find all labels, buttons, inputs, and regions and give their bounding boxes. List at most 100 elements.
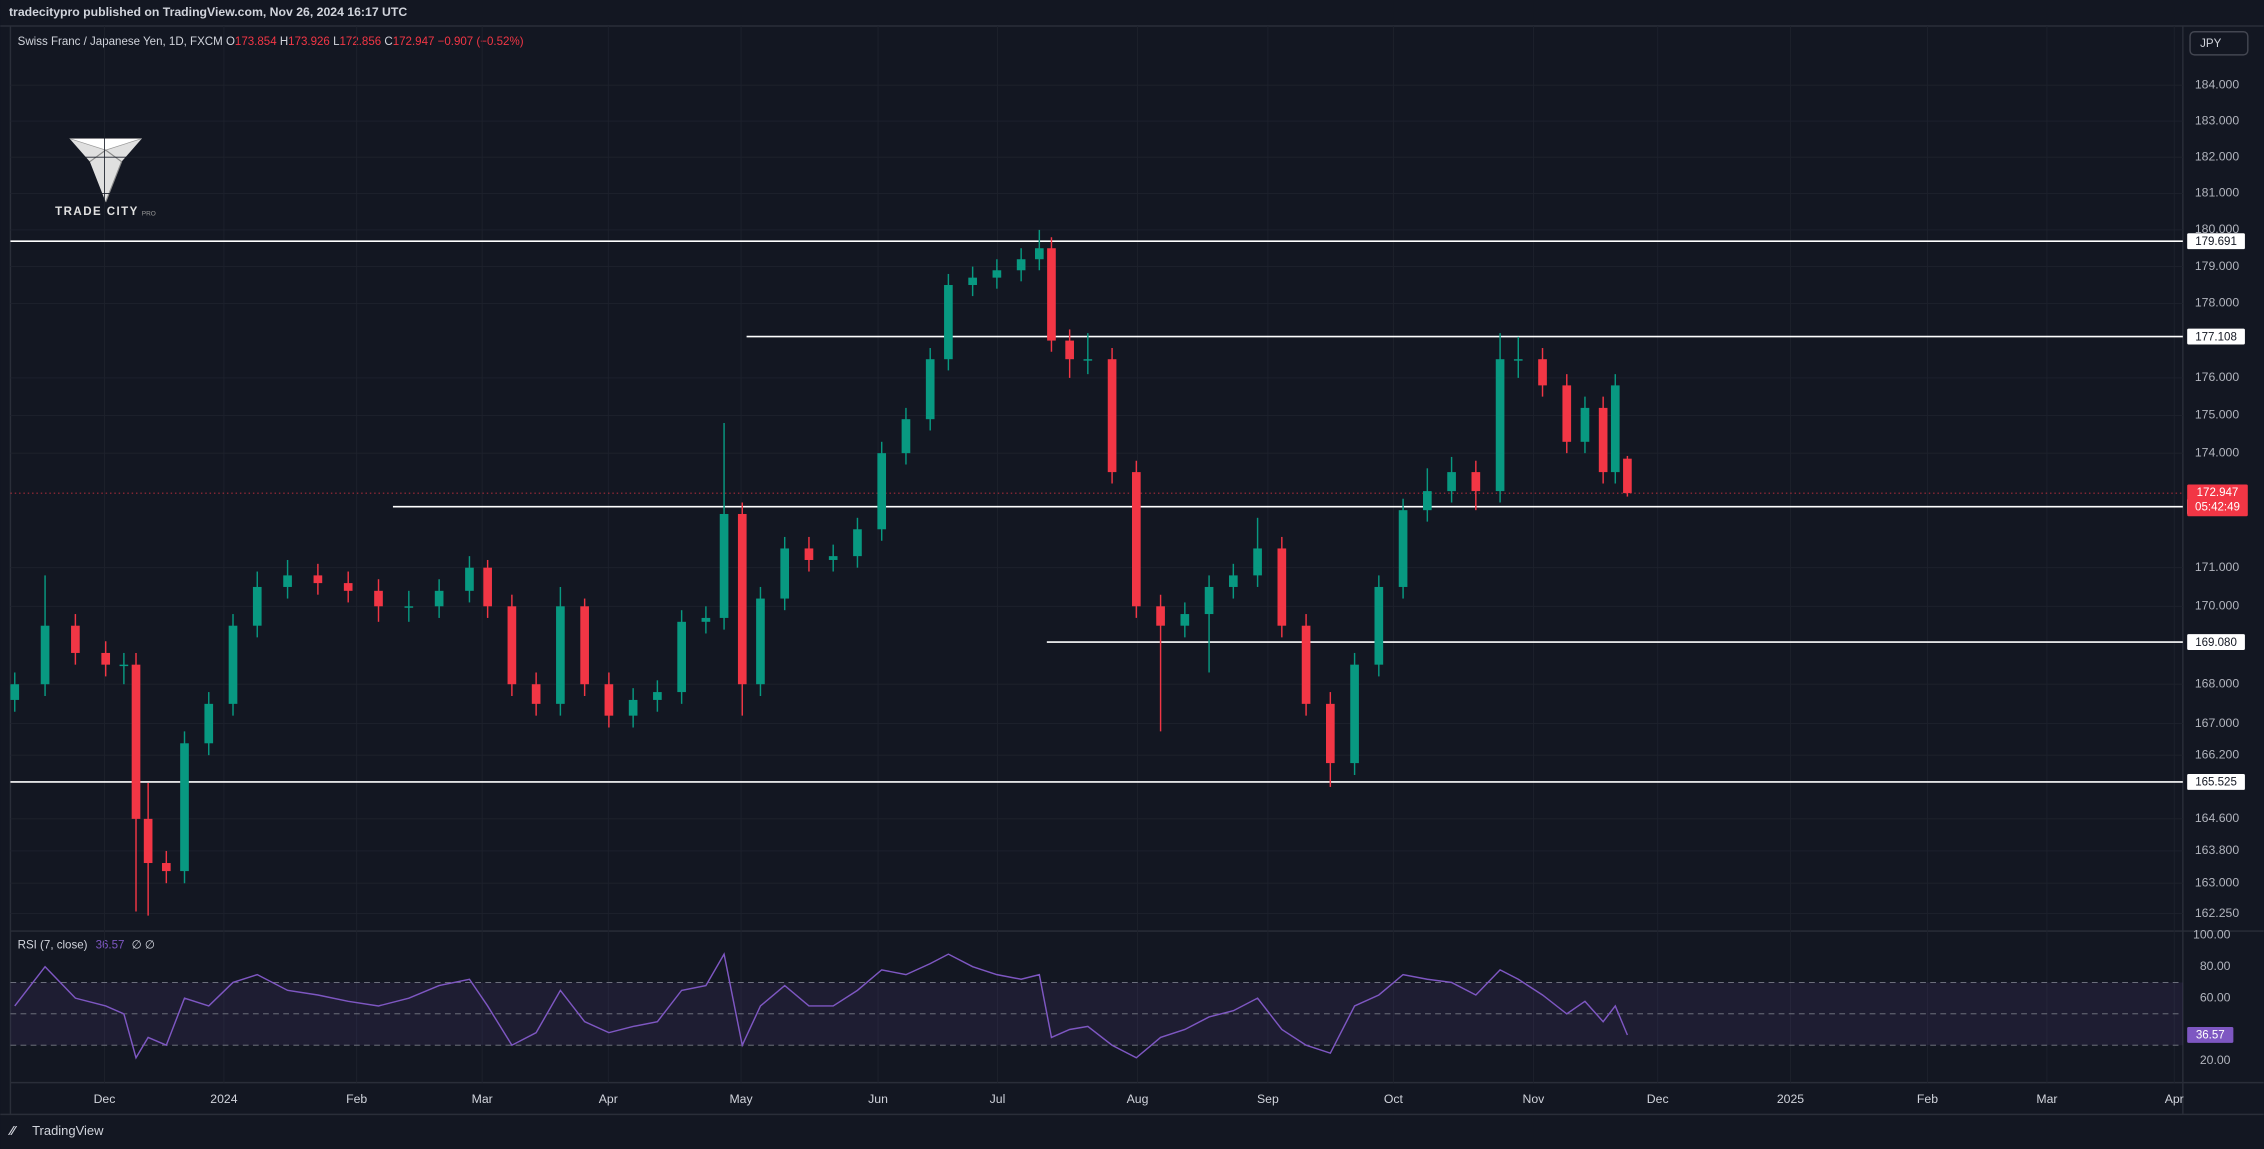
- x-tick-label: Mar: [472, 1092, 493, 1106]
- rsi-tick-label: 80.00: [2200, 959, 2231, 973]
- candles: [10, 229, 1632, 916]
- candle-body: [925, 359, 935, 420]
- candle-body: [101, 652, 111, 665]
- rsi-extra: ∅ ∅: [132, 940, 155, 952]
- ohlc-key: O: [226, 36, 235, 48]
- ohlc-value: 173.854: [235, 36, 277, 48]
- ohlc-key: H: [280, 36, 288, 48]
- candle-body: [653, 692, 662, 700]
- candle-body: [944, 285, 953, 360]
- candle-body: [313, 575, 323, 584]
- candle-body: [531, 684, 541, 704]
- candle-body: [161, 863, 171, 872]
- level-label: 169.080: [2195, 637, 2237, 649]
- y-tick-label: 175.000: [2195, 408, 2239, 422]
- level-label: 177.108: [2195, 331, 2237, 343]
- y-tick-label: 167.000: [2195, 716, 2239, 730]
- y-tick-label: 176.000: [2195, 370, 2239, 384]
- y-tick-label: 183.000: [2195, 113, 2239, 127]
- logo-shape: [69, 138, 142, 203]
- x-tick-label: Jul: [990, 1092, 1006, 1106]
- candle-body: [71, 625, 80, 653]
- currency-label: JPY: [2200, 38, 2221, 50]
- candle-body: [1374, 586, 1384, 665]
- candle-body: [1447, 472, 1456, 492]
- ohlc-value: 173.926: [288, 36, 330, 48]
- candle-body: [283, 575, 292, 587]
- logo-suffix: PRO: [142, 210, 156, 217]
- header-bar: [0, 0, 2264, 26]
- y-tick-label: 179.000: [2195, 259, 2239, 273]
- candle-body: [1204, 586, 1214, 615]
- x-tick-label: Dec: [94, 1092, 116, 1106]
- x-tick-label: 2025: [1777, 1092, 1804, 1106]
- candle-body: [1065, 340, 1074, 360]
- symbol-line: Swiss Franc / Japanese Yen, 1D, FXCM O17…: [18, 36, 524, 48]
- rsi-title: RSI (7, close): [18, 940, 88, 952]
- rsi-value-box: [2187, 1026, 2234, 1043]
- candle-body: [143, 818, 153, 864]
- x-tick-label: Apr: [2165, 1092, 2184, 1106]
- logo-edges: [89, 149, 123, 203]
- candle-body: [580, 606, 589, 685]
- x-tick-label: Nov: [1523, 1092, 1546, 1106]
- grid: [10, 25, 2183, 1083]
- ohlc-value: 172.856: [340, 36, 382, 48]
- candle-body: [1016, 259, 1026, 271]
- candle-body: [1598, 407, 1608, 473]
- rsi-line: [14, 952, 1629, 1060]
- rsi-value-label: 36.57: [2196, 1030, 2225, 1042]
- candle-body: [1580, 407, 1590, 442]
- candle-body: [804, 548, 814, 560]
- candle-body: [10, 684, 20, 700]
- level-label-box: [2187, 233, 2245, 250]
- candle-body: [901, 419, 911, 454]
- candle-body: [204, 703, 214, 744]
- candle-body: [701, 617, 711, 622]
- candle-body: [343, 583, 353, 591]
- rsi-tick-label: 20.00: [2200, 1053, 2231, 1067]
- logo-top: [69, 138, 142, 151]
- candle-body: [1350, 664, 1359, 764]
- candle-body: [877, 453, 887, 530]
- candle-body: [719, 513, 729, 618]
- candle-body: [434, 590, 444, 607]
- y-tick-label: 166.200: [2195, 747, 2239, 761]
- last-price-label: 172.947: [2197, 487, 2239, 499]
- candle-body: [1277, 548, 1287, 626]
- candle-body: [677, 621, 686, 693]
- candle-body: [228, 625, 238, 704]
- x-tick-label: Feb: [1917, 1092, 1938, 1106]
- y-tick-label: 163.000: [2195, 875, 2239, 889]
- candle-body: [1253, 548, 1262, 576]
- candle-body: [1471, 472, 1481, 492]
- x-tick-label: Jun: [868, 1092, 888, 1106]
- candle-body: [40, 625, 50, 685]
- candle-body: [1047, 248, 1056, 341]
- x-tick-label: Oct: [1384, 1092, 1404, 1106]
- x-tick-label: Aug: [1127, 1092, 1149, 1106]
- level-label: 179.691: [2195, 236, 2237, 248]
- candle-body: [828, 556, 838, 560]
- candle-body: [756, 598, 765, 685]
- x-tick-label: Dec: [1647, 1092, 1669, 1106]
- candle-body: [968, 277, 977, 286]
- y-tick-label: 174.000: [2195, 445, 2239, 459]
- candle-body: [1229, 575, 1238, 587]
- candle-body: [556, 606, 565, 704]
- y-tick-label: 164.600: [2195, 811, 2239, 825]
- y-tick-label: 180.000: [2195, 222, 2239, 236]
- candle-body: [1610, 385, 1620, 473]
- candle-body: [1538, 359, 1547, 386]
- rsi-tick-label: 60.00: [2200, 990, 2231, 1004]
- change: −0.907 (−0.52%): [438, 36, 524, 48]
- candle-body: [1132, 472, 1141, 607]
- rsi-value: 36.57: [96, 940, 125, 952]
- currency-button[interactable]: [2189, 31, 2249, 56]
- candle-body: [404, 606, 414, 608]
- y-tick-label: 163.800: [2195, 843, 2239, 857]
- x-tick-label: Sep: [1257, 1092, 1279, 1106]
- level-label-box: [2187, 328, 2245, 345]
